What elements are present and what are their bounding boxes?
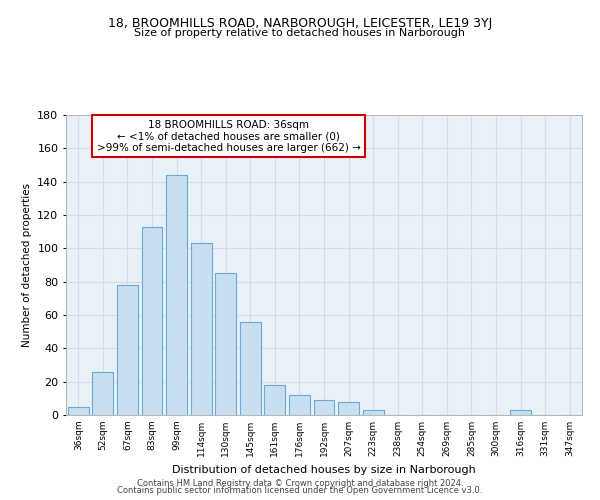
Bar: [240, 322, 261, 415]
Bar: [166, 175, 187, 415]
Bar: [265, 385, 286, 415]
Bar: [142, 226, 163, 415]
Text: Contains HM Land Registry data © Crown copyright and database right 2024.: Contains HM Land Registry data © Crown c…: [137, 478, 463, 488]
Y-axis label: Number of detached properties: Number of detached properties: [22, 183, 32, 347]
Bar: [362, 410, 383, 415]
Bar: [117, 285, 138, 415]
Text: 18 BROOMHILLS ROAD: 36sqm
← <1% of detached houses are smaller (0)
>99% of semi-: 18 BROOMHILLS ROAD: 36sqm ← <1% of detac…: [97, 120, 361, 152]
Bar: [191, 244, 212, 415]
Bar: [92, 372, 113, 415]
Bar: [215, 274, 236, 415]
Bar: [68, 406, 89, 415]
X-axis label: Distribution of detached houses by size in Narborough: Distribution of detached houses by size …: [172, 464, 476, 474]
Bar: [510, 410, 531, 415]
Bar: [338, 402, 359, 415]
Text: 18, BROOMHILLS ROAD, NARBOROUGH, LEICESTER, LE19 3YJ: 18, BROOMHILLS ROAD, NARBOROUGH, LEICEST…: [108, 18, 492, 30]
Bar: [289, 395, 310, 415]
Bar: [314, 400, 334, 415]
Text: Contains public sector information licensed under the Open Government Licence v3: Contains public sector information licen…: [118, 486, 482, 495]
Text: Size of property relative to detached houses in Narborough: Size of property relative to detached ho…: [134, 28, 466, 38]
